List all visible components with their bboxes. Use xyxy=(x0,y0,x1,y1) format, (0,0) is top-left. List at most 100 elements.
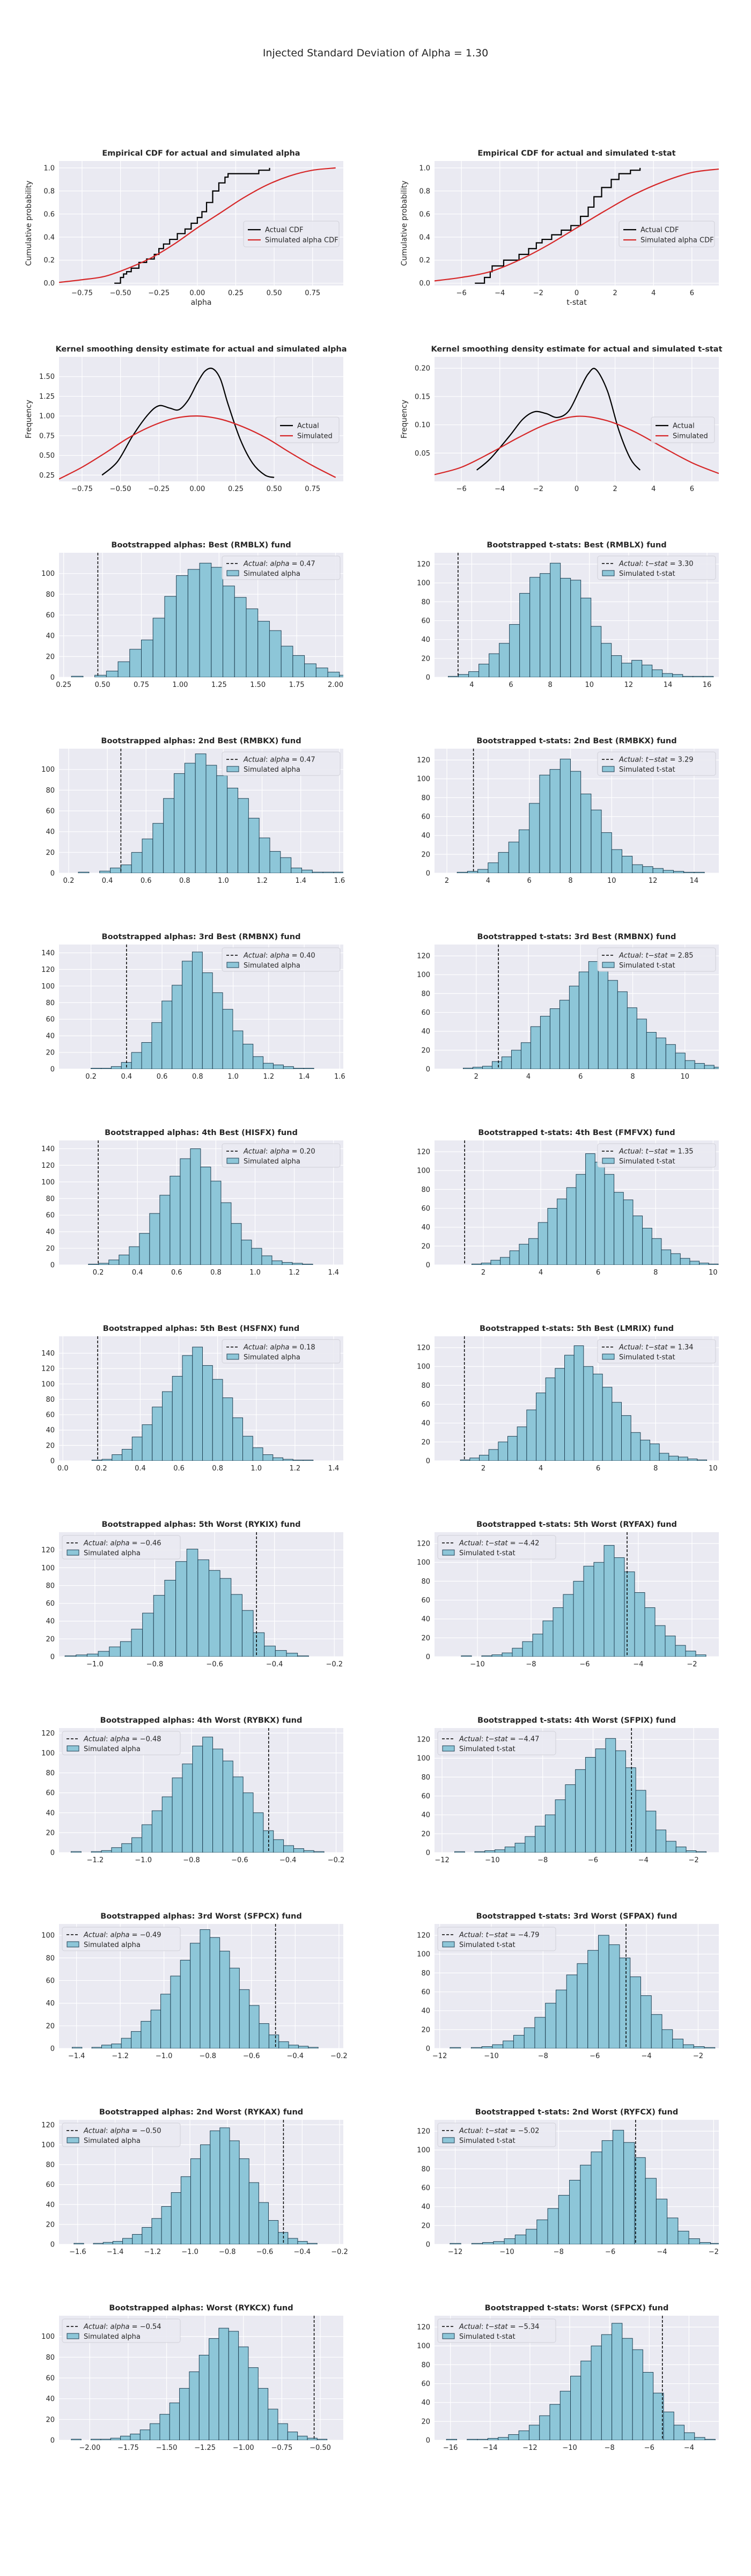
x-tick-label: 1.4 xyxy=(328,1269,339,1277)
x-tick-label: −0.4 xyxy=(294,2248,311,2256)
y-tick-label: 40 xyxy=(46,1426,55,1435)
x-axis-label: t-stat xyxy=(566,298,587,307)
histogram-bar xyxy=(161,1000,173,1069)
histogram-bar xyxy=(120,2435,131,2440)
legend-label-actual: Actual: alpha = 0.40 xyxy=(243,952,315,960)
histogram-bar xyxy=(454,1851,465,1853)
x-tick-label: 6 xyxy=(690,485,694,493)
plot-content xyxy=(73,2120,318,2244)
histogram-bar xyxy=(70,1851,82,1853)
histogram-bar xyxy=(598,1935,609,2048)
x-tick-label: −4 xyxy=(657,2248,667,2256)
x-tick-label: 12 xyxy=(649,877,658,885)
y-tick-label: 60 xyxy=(421,1988,430,1996)
x-tick-label: −10 xyxy=(470,1660,484,1668)
histogram-bar xyxy=(461,1655,472,1657)
histogram-bar xyxy=(724,1068,733,1069)
chart-panel-7: 0.2 0.4 0.6 0.8 1.0 1.2 1.4 1.6 0 20 40 60 80 100 Boot… xyxy=(41,737,345,885)
y-tick-label: 20 xyxy=(46,2022,55,2030)
histogram-bar xyxy=(450,2047,461,2048)
histogram-bar xyxy=(253,1812,264,1853)
histogram-bar xyxy=(460,1459,470,1461)
histogram-bar xyxy=(608,1944,620,2048)
histogram-bar xyxy=(202,972,213,1069)
legend-swatch-hist xyxy=(67,2333,79,2339)
histogram-bar xyxy=(122,2238,133,2244)
histogram-bar xyxy=(273,1457,284,1461)
histogram-bar xyxy=(504,1846,516,1853)
legend: Actual Simulated xyxy=(275,416,340,443)
histogram-bar xyxy=(269,630,282,677)
legend-box xyxy=(222,555,341,580)
y-tick-label: 120 xyxy=(417,2324,430,2332)
y-tick-label: 60 xyxy=(46,1411,55,1419)
histogram-bar xyxy=(612,2129,624,2244)
histogram-bar xyxy=(232,1030,244,1069)
histogram-bar xyxy=(280,857,292,873)
histogram-bar xyxy=(558,2195,570,2244)
histogram-bar xyxy=(172,1777,183,1853)
histogram-bar xyxy=(651,2014,662,2048)
histogram-bar xyxy=(612,1402,622,1461)
x-tick-label: 1.4 xyxy=(295,877,306,885)
histogram-bar xyxy=(659,1453,669,1461)
histogram-bar xyxy=(232,1417,244,1461)
legend-label-hist: Simulated t-stat xyxy=(459,2333,516,2341)
histogram-bar xyxy=(565,1784,576,1853)
histogram-bar xyxy=(292,1263,303,1265)
plot-content xyxy=(435,167,719,284)
x-tick-label: 2.00 xyxy=(328,681,343,689)
y-tick-label: 60 xyxy=(46,1977,55,1985)
histogram-bar xyxy=(536,1392,546,1461)
histogram-bar xyxy=(198,2354,210,2440)
x-tick-label: −1.4 xyxy=(107,2248,124,2256)
histogram-bar xyxy=(615,1750,626,1853)
x-tick-label: −6 xyxy=(644,2444,654,2452)
histogram-bar xyxy=(98,1263,109,1265)
chart-panels: −0.75 −0.50 −0.25 0.00 0.25 0.50 0.750.00.20.4… xyxy=(25,149,733,2452)
legend: Actual: alpha = 0.20 Simulated alpha xyxy=(222,1143,341,1168)
histogram-bar xyxy=(297,1655,309,1657)
x-tick-label: −0.8 xyxy=(146,1660,164,1668)
histogram-bar xyxy=(150,2423,160,2440)
legend-label-actual: Actual: alpha = −0.50 xyxy=(83,2127,161,2135)
histogram-bar xyxy=(101,1459,113,1461)
histogram-bar xyxy=(263,1063,274,1069)
legend-box xyxy=(619,221,715,247)
chart-title: Bootstrapped alphas: 2nd Best (RMBKX) fu… xyxy=(101,737,301,745)
y-tick-label: 80 xyxy=(46,1955,55,1963)
x-tick-label: 2 xyxy=(445,877,449,885)
x-tick-label: −0.4 xyxy=(287,2052,304,2060)
histogram-bar xyxy=(540,573,551,677)
histogram-bar xyxy=(650,1443,660,1461)
histogram-bar xyxy=(563,1594,574,1657)
legend-label-hist: Simulated alpha xyxy=(84,2333,141,2341)
histogram-bar xyxy=(704,2439,716,2440)
y-tick-label: 120 xyxy=(417,1736,430,1744)
histogram-bar xyxy=(209,2338,219,2440)
legend: Actual CDF Simulated alpha CDF xyxy=(619,221,715,247)
histogram-bar xyxy=(273,1839,284,1853)
chart-title: Bootstrapped alphas: Best (RMBLX) fund xyxy=(111,541,291,550)
x-tick-label: −0.6 xyxy=(231,1856,248,1864)
histogram-bar xyxy=(175,1561,187,1657)
histogram-bar xyxy=(259,2023,269,2048)
legend-swatch-hist xyxy=(442,1941,455,1948)
legend-box xyxy=(222,1143,341,1168)
histogram-bar xyxy=(710,2243,719,2244)
x-tick-label: 1.0 xyxy=(251,1465,262,1473)
y-tick-label: 20 xyxy=(46,1635,55,1643)
histogram-bar xyxy=(675,1645,686,1657)
histogram-bar xyxy=(210,1181,222,1265)
y-tick-label: 0.05 xyxy=(415,450,430,458)
histogram-bar xyxy=(130,2433,141,2440)
histogram-bar xyxy=(195,753,207,873)
x-tick-label: 0.6 xyxy=(171,1269,182,1277)
y-tick-label: 20 xyxy=(421,655,430,663)
histogram-bar xyxy=(129,1246,140,1265)
x-tick-label: 2 xyxy=(613,485,617,493)
y-tick-label: 0.75 xyxy=(39,432,55,440)
y-tick-label: 20 xyxy=(46,849,55,857)
legend: Actual: t−stat = 3.29 Simulated t-stat xyxy=(597,751,716,776)
legend-label-actual: Actual: alpha = 0.18 xyxy=(243,1344,315,1352)
